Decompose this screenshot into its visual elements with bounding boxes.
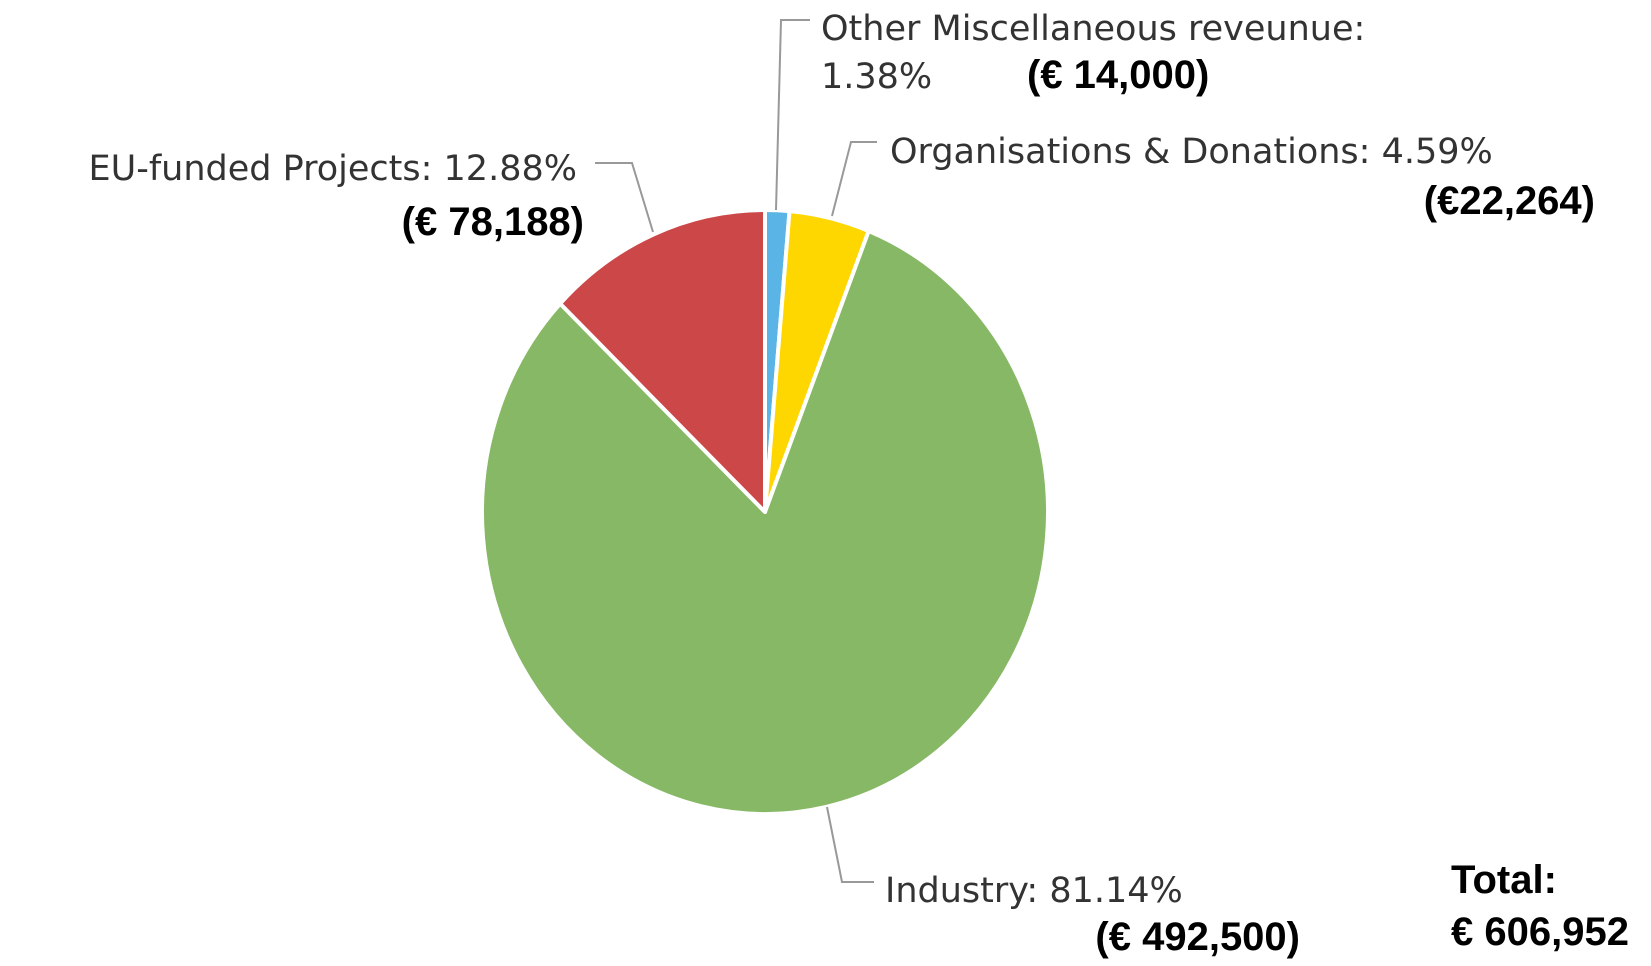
total-title: Total: — [1451, 858, 1557, 902]
leader-line — [831, 141, 877, 217]
total-label: € 606,952 — [1451, 910, 1629, 954]
amount-label: (€22,264) — [1424, 179, 1595, 223]
amount-label: (€ 492,500) — [1095, 915, 1300, 959]
pie-slice — [558, 208, 767, 514]
amount-label: (€ 78,188) — [402, 200, 584, 244]
leader-line — [775, 19, 810, 211]
slice-label: Other Miscellaneous reveunue: — [821, 9, 1365, 49]
slice-label: Industry: 81.14% — [885, 871, 1183, 911]
slice-label: Organisations & Donations: 4.59% — [890, 132, 1493, 172]
amount-label: (€ 14,000) — [1027, 53, 1209, 97]
pie-slice — [480, 229, 1050, 816]
slice-label: 1.38% — [821, 57, 932, 97]
leader-line — [826, 806, 874, 883]
slice-label: EU-funded Projects: 12.88% — [89, 149, 578, 189]
leader-line — [595, 162, 654, 233]
